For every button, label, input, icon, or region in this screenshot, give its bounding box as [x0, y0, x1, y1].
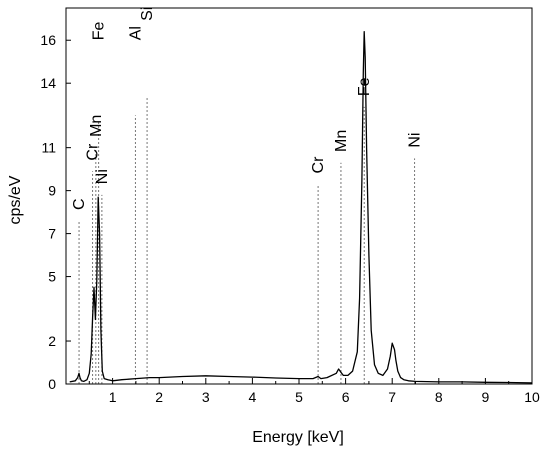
x-axis-ticks: 1 2 3 4 5 6 7 8 9 10	[88, 378, 540, 405]
y-axis-label: cps/eV	[7, 175, 24, 224]
x-axis-label: Energy [keV]	[252, 429, 344, 446]
element-marker-label: Mn	[88, 115, 105, 137]
element-markers	[78, 96, 416, 384]
x-tick-label: 4	[249, 389, 257, 405]
x-tick-label: 9	[482, 389, 490, 405]
x-tick-label: 3	[202, 389, 210, 405]
x-tick-label: 10	[524, 389, 540, 405]
element-marker-label: Cr	[85, 143, 102, 161]
y-tick-label: 9	[48, 183, 56, 199]
element-marker-label: Si	[139, 7, 156, 21]
element-marker-label: Fe	[91, 21, 108, 40]
spectrum-line	[69, 30, 533, 384]
y-axis-ticks: 0 2 5 7 9 11 14 16	[40, 32, 71, 392]
element-marker-label: Ni	[94, 169, 111, 184]
x-tick-label: 7	[388, 389, 396, 405]
x-tick-label: 6	[342, 389, 350, 405]
element-marker-label: Mn	[333, 130, 350, 152]
x-tick-label: 1	[109, 389, 117, 405]
y-tick-label: 7	[48, 226, 56, 242]
x-tick-label: 5	[295, 389, 303, 405]
x-tick-label: 2	[155, 389, 163, 405]
y-tick-label: 0	[48, 376, 56, 392]
y-tick-label: 11	[41, 140, 56, 156]
element-marker-label: C	[71, 198, 88, 210]
element-marker-label: Ni	[407, 133, 424, 148]
y-tick-label: 5	[48, 269, 56, 285]
element-marker-labels: C Cr Mn Fe Ni Al Si Cr Mn Fe Ni	[71, 7, 424, 210]
y-tick-label: 16	[40, 32, 56, 48]
element-marker-label: Fe	[356, 77, 373, 96]
element-marker-label: Al	[127, 26, 144, 40]
y-tick-label: 14	[40, 75, 56, 91]
x-tick-label: 8	[435, 389, 443, 405]
element-marker-label: Cr	[310, 156, 327, 174]
y-tick-label: 2	[48, 333, 56, 349]
